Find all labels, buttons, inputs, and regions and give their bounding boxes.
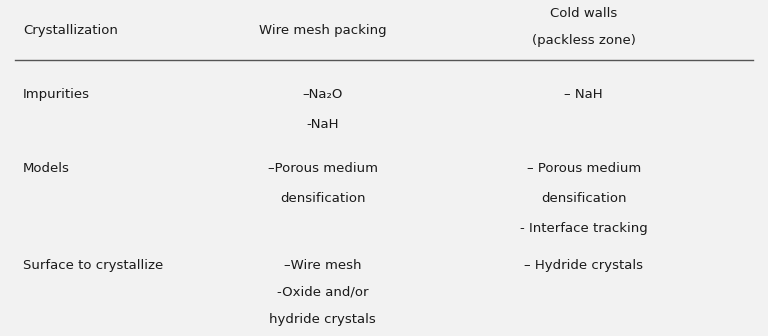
Text: -Oxide and/or: -Oxide and/or	[276, 286, 369, 299]
Text: -NaH: -NaH	[306, 118, 339, 131]
Text: – Hydride crystals: – Hydride crystals	[525, 259, 643, 272]
Text: –Wire mesh: –Wire mesh	[284, 259, 361, 272]
Text: – NaH: – NaH	[564, 88, 603, 100]
Text: – Porous medium: – Porous medium	[527, 162, 641, 174]
Text: –Porous medium: –Porous medium	[267, 162, 378, 174]
Text: hydride crystals: hydride crystals	[270, 313, 376, 326]
Text: Surface to crystallize: Surface to crystallize	[23, 259, 164, 272]
Text: Impurities: Impurities	[23, 88, 90, 100]
Text: (packless zone): (packless zone)	[531, 34, 636, 47]
Text: Crystallization: Crystallization	[23, 24, 118, 37]
Text: densification: densification	[541, 192, 627, 205]
Text: Models: Models	[23, 162, 70, 174]
Text: –Na₂O: –Na₂O	[303, 88, 343, 100]
Text: - Interface tracking: - Interface tracking	[520, 222, 647, 235]
Text: Wire mesh packing: Wire mesh packing	[259, 24, 386, 37]
Text: Cold walls: Cold walls	[550, 7, 617, 20]
Text: densification: densification	[280, 192, 366, 205]
